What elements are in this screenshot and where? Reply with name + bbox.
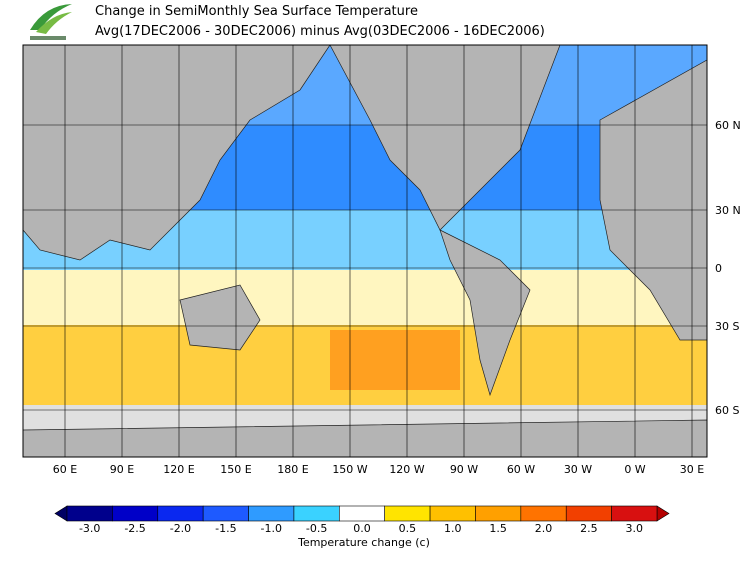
lon-label: 180 E: [277, 463, 308, 476]
colorbar-low-arrow: [54, 505, 68, 522]
lon-label: 120 E: [163, 463, 194, 476]
colorbar-cell: [565, 505, 612, 522]
colorbar-cell: [611, 505, 658, 522]
lat-label: 30 S: [715, 320, 739, 333]
lon-label: 150 E: [220, 463, 251, 476]
colorbar-cell: [293, 505, 340, 522]
colorbar-cell: [429, 505, 476, 522]
lat-label: 0: [715, 262, 722, 275]
lat-label: 60 S: [715, 404, 739, 417]
map-frame: [22, 44, 708, 458]
colorbar-cell: [112, 505, 159, 522]
title: Change in SemiMonthly Sea Surface Temper…: [95, 4, 418, 19]
colorbar-cell: [384, 505, 431, 522]
colorbar-label: 3.0: [626, 522, 644, 535]
lat-label: 60 N: [715, 119, 741, 132]
colorbar-high-arrow: [656, 505, 670, 522]
colorbar-label: -1.0: [260, 522, 281, 535]
colorbar-cell: [248, 505, 295, 522]
colorbar-label: 2.5: [580, 522, 598, 535]
colorbar-cell: [202, 505, 249, 522]
colorbar-label: -0.5: [306, 522, 327, 535]
lon-label: 90 W: [450, 463, 478, 476]
lon-label: 60 E: [53, 463, 77, 476]
colorbar-label: -3.0: [79, 522, 100, 535]
lon-label: 150 W: [332, 463, 367, 476]
lat-label: 30 N: [715, 204, 741, 217]
colorbar-label: 0.0: [353, 522, 371, 535]
logo: [30, 4, 72, 40]
map: [22, 44, 708, 458]
colorbar-label: -2.0: [170, 522, 191, 535]
colorbar-label: 1.0: [444, 522, 462, 535]
colorbar-cell: [520, 505, 567, 522]
subtitle: Avg(17DEC2006 - 30DEC2006) minus Avg(03D…: [95, 24, 545, 39]
colorbar-cell: [339, 505, 385, 522]
lon-label: 90 E: [110, 463, 134, 476]
colorbar-label: 2.0: [535, 522, 553, 535]
lon-label: 0 W: [624, 463, 645, 476]
colorbar-cell: [157, 505, 204, 522]
colorbar-cell: [475, 505, 522, 522]
colorbar-title: Temperature change (c): [297, 536, 430, 549]
lon-label: 30 W: [564, 463, 592, 476]
colorbar-label: 0.5: [399, 522, 417, 535]
lon-label: 60 W: [507, 463, 535, 476]
colorbar-cell: [66, 505, 113, 522]
colorbar-label: -2.5: [124, 522, 145, 535]
lon-label: 120 W: [389, 463, 424, 476]
lon-label: 30 E: [680, 463, 704, 476]
colorbar-label: -1.5: [215, 522, 236, 535]
colorbar-label: 1.5: [489, 522, 507, 535]
